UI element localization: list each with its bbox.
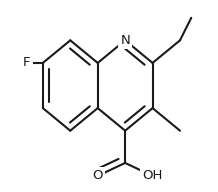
Text: OH: OH [142, 169, 163, 182]
Text: F: F [23, 56, 31, 70]
Text: N: N [120, 34, 130, 47]
Text: O: O [92, 169, 103, 182]
